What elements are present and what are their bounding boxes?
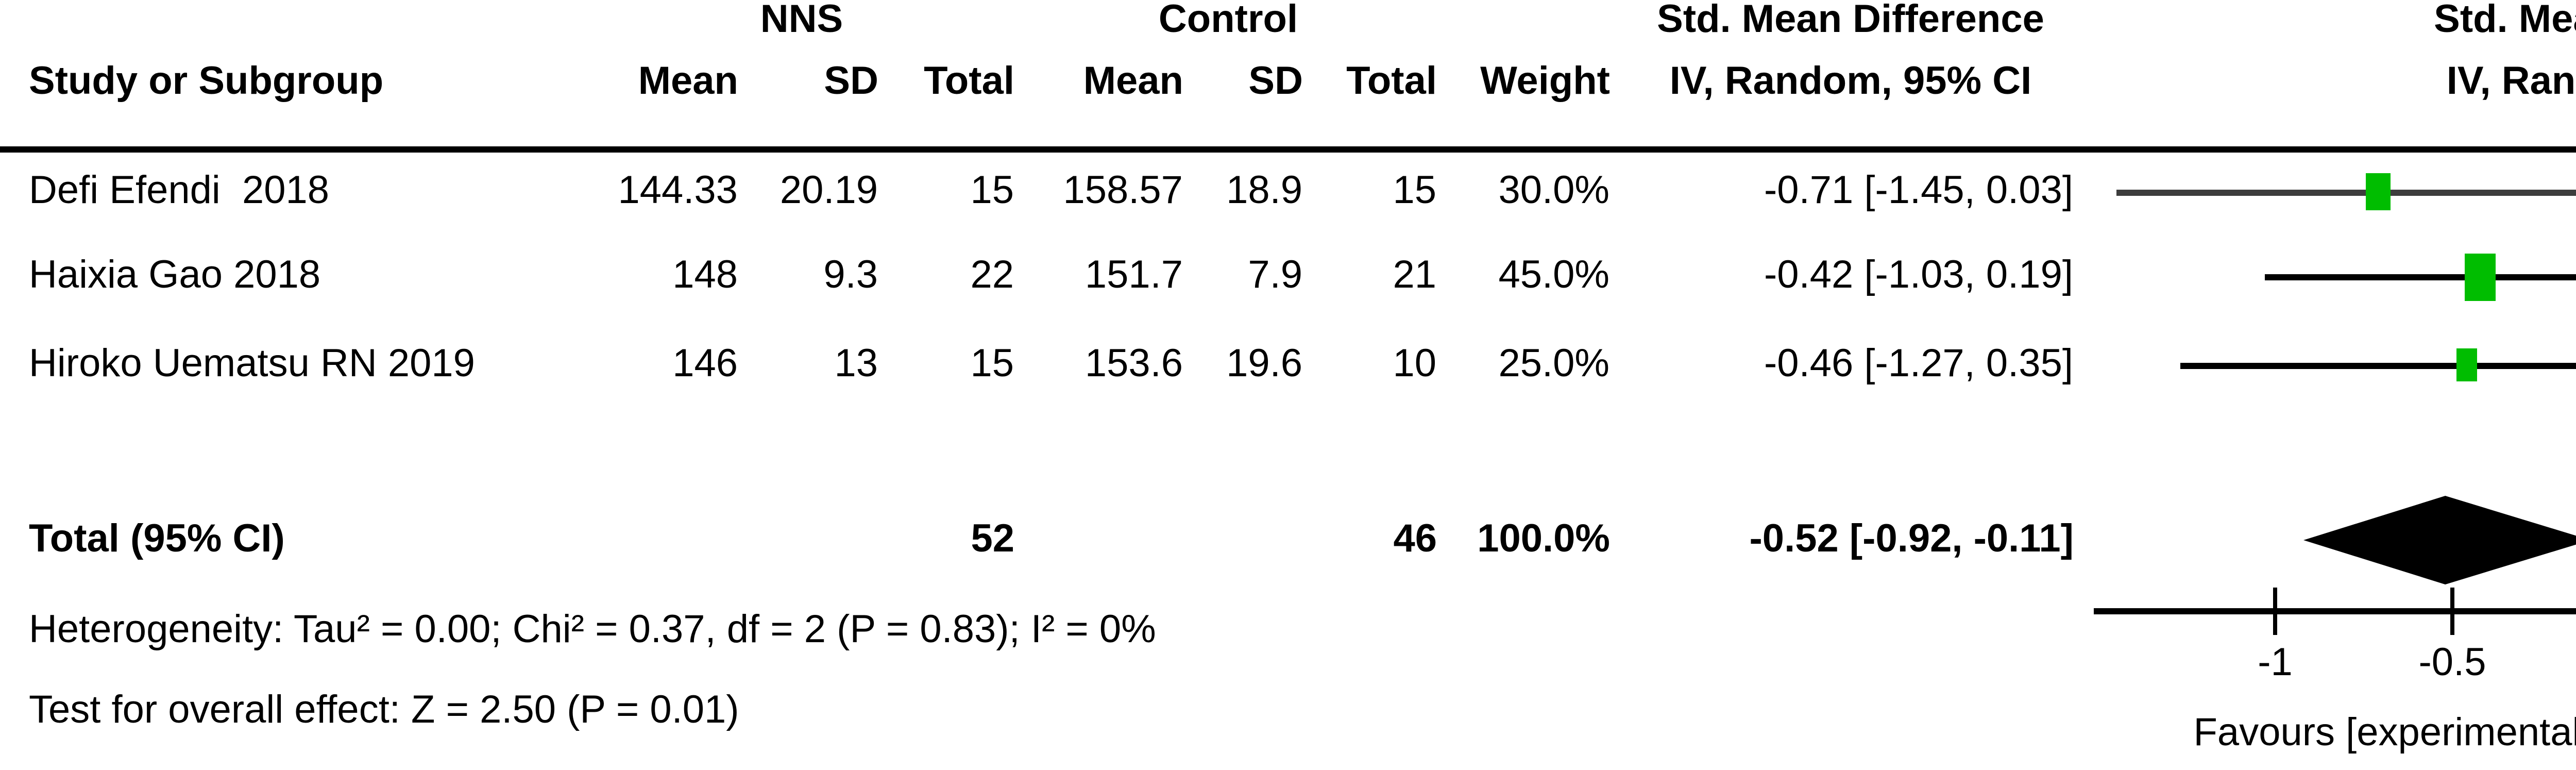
weight-cell: 30.0% xyxy=(1498,170,1610,213)
total-weight-cell: 100.0% xyxy=(1477,518,1610,562)
nns-sd-cell: 13 xyxy=(834,343,878,387)
ci-line xyxy=(2179,362,2576,368)
study-cell: Hiroko Uematsu RN 2019 xyxy=(29,343,475,387)
effect-square-marker xyxy=(2456,349,2477,381)
axis-tick-label: -1 xyxy=(2258,641,2293,684)
group-header-smd-left: Std. Mean Difference xyxy=(1657,0,2044,42)
group-header-nns: NNS xyxy=(760,0,843,42)
total-nns-total-cell: 52 xyxy=(971,518,1014,562)
pooled-diamond xyxy=(2303,496,2576,584)
overall-effect-note: Test for overall effect: Z = 2.50 (P = 0… xyxy=(29,690,739,733)
group-header-smd-right: Std. Mean Difference xyxy=(2434,0,2576,42)
favours-experimental-label: Favours [experimental] xyxy=(2193,712,2576,756)
column-header-weight: Weight xyxy=(1480,61,1610,104)
column-header-iv-right: IV, Random, 95% CI xyxy=(2446,61,2576,104)
nns-total-cell: 22 xyxy=(970,255,1014,298)
total-label: Total (95% CI) xyxy=(29,518,285,562)
header-rule xyxy=(0,145,2576,152)
column-header-nns-total: Total xyxy=(924,61,1014,104)
study-cell: Haixia Gao 2018 xyxy=(29,255,321,298)
ctl-sd-cell: 18.9 xyxy=(1226,170,1302,213)
effect-square-marker xyxy=(2365,173,2391,210)
column-header-study: Study or Subgroup xyxy=(29,61,384,104)
study-cell: Defi Efendi 2018 xyxy=(29,170,330,213)
nns-sd-cell: 9.3 xyxy=(823,255,878,298)
column-header-nns-mean: Mean xyxy=(638,61,738,104)
effect-square-marker xyxy=(2465,254,2496,300)
column-header-ctl-mean: Mean xyxy=(1083,61,1183,104)
ctl-total-cell: 10 xyxy=(1393,343,1436,387)
column-header-ctl-sd: SD xyxy=(1248,61,1303,104)
column-header-ctl-total: Total xyxy=(1346,61,1437,104)
total-smd-ci-cell: -0.52 [-0.92, -0.11] xyxy=(1749,518,2074,562)
x-axis-line xyxy=(2094,607,2576,613)
axis-tick-label: -0.5 xyxy=(2418,641,2486,684)
group-header-control: Control xyxy=(1158,0,1298,42)
ci-line xyxy=(2115,189,2576,195)
nns-mean-cell: 148 xyxy=(672,255,738,298)
nns-total-cell: 15 xyxy=(970,343,1014,387)
ctl-sd-cell: 7.9 xyxy=(1248,255,1302,298)
ctl-mean-cell: 153.6 xyxy=(1084,343,1183,387)
ctl-total-cell: 15 xyxy=(1393,170,1436,213)
heterogeneity-note: Heterogeneity: Tau² = 0.00; Chi² = 0.37,… xyxy=(29,609,1156,652)
smd-ci-cell: -0.46 [-1.27, 0.35] xyxy=(1764,343,2073,387)
column-header-nns-sd: SD xyxy=(824,61,878,104)
smd-ci-cell: -0.71 [-1.45, 0.03] xyxy=(1764,170,2073,213)
ctl-mean-cell: 158.57 xyxy=(1063,170,1183,213)
axis-tick xyxy=(2274,587,2277,634)
axis-tick xyxy=(2451,587,2454,634)
column-header-iv-left: IV, Random, 95% CI xyxy=(1669,61,2032,104)
weight-cell: 25.0% xyxy=(1498,343,1610,387)
nns-total-cell: 15 xyxy=(970,170,1014,213)
total-ctl-total-cell: 46 xyxy=(1393,518,1437,562)
ctl-total-cell: 21 xyxy=(1393,255,1436,298)
weight-cell: 45.0% xyxy=(1498,255,1610,298)
smd-ci-cell: -0.42 [-1.03, 0.19] xyxy=(1764,255,2073,298)
nns-sd-cell: 20.19 xyxy=(779,170,878,213)
ci-line xyxy=(2264,274,2576,280)
ctl-sd-cell: 19.6 xyxy=(1226,343,1302,387)
nns-mean-cell: 144.33 xyxy=(618,170,738,213)
nns-mean-cell: 146 xyxy=(672,343,738,387)
ctl-mean-cell: 151.7 xyxy=(1084,255,1183,298)
